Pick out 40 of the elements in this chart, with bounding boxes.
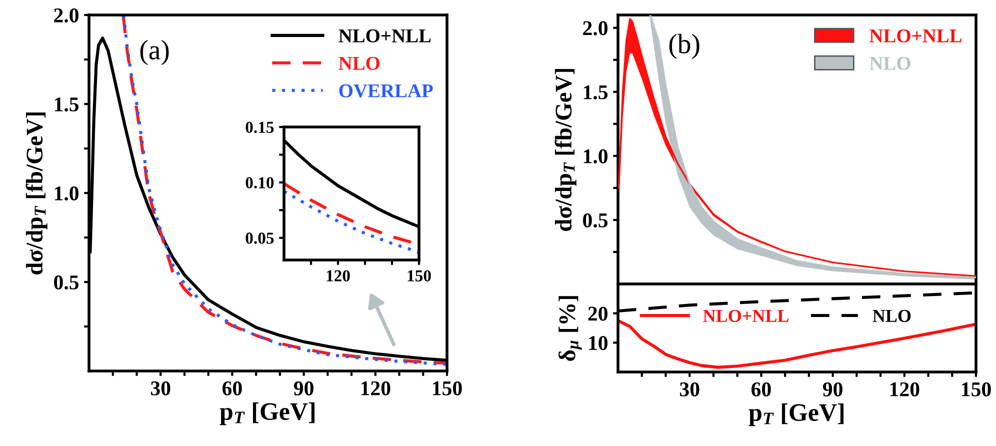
y-tick-label: 0.05 xyxy=(246,232,274,244)
y-axis-title: dσ/dp$_{T}$ [fb/GeV] xyxy=(26,112,48,274)
y-tick-label: 2.0 xyxy=(583,21,608,36)
legend-label: NLO xyxy=(870,56,910,70)
y-axis-title: dσ/dp$_{T}$ [fb/GeV] xyxy=(554,68,576,231)
x-tick-label: 120 xyxy=(361,381,390,396)
legend-label: NLO xyxy=(872,310,911,322)
legend-label: NLO+NLL xyxy=(870,29,962,42)
y-tick-label: 20 xyxy=(588,306,608,321)
y-tick-label: 2.0 xyxy=(54,8,78,23)
x-tick-label: 120 xyxy=(890,382,920,396)
y-tick-label: 1.5 xyxy=(54,97,79,112)
legend-label: NLO xyxy=(338,56,380,70)
x-axis-title: p$_{T}$ [GeV] xyxy=(748,403,844,426)
x-tick-label: 120 xyxy=(326,270,350,282)
y-tick-label: 0.5 xyxy=(583,213,608,228)
legend-label: NLO+NLL xyxy=(338,29,431,42)
x-tick-label: 150 xyxy=(962,382,991,396)
x-tick-label: 60 xyxy=(222,381,242,396)
y-tick-label: 0.15 xyxy=(246,122,274,134)
x-tick-label: 30 xyxy=(680,382,700,396)
y-tick-label: 0.5 xyxy=(54,275,79,290)
x-tick-label: 60 xyxy=(751,382,771,396)
x-tick-label: 150 xyxy=(433,381,462,396)
x-tick-label: 150 xyxy=(408,270,431,282)
annotation: (b) xyxy=(669,34,700,60)
annotation: (a) xyxy=(140,40,169,66)
y-tick-label: 10 xyxy=(589,336,608,350)
y-tick-label: 1.0 xyxy=(54,186,78,201)
legend-label: OVERLAP xyxy=(339,84,433,98)
y-axis-title: δ$_{μ}$ [%] xyxy=(558,296,582,361)
y-tick-label: 0.10 xyxy=(246,177,274,188)
y-tick-label: 1.5 xyxy=(584,85,608,100)
line-series xyxy=(284,190,419,254)
x-axis-title: p$_{T}$ [GeV] xyxy=(220,402,315,426)
legend-label: NLO+NLL xyxy=(703,310,789,322)
x-tick-label: 90 xyxy=(822,382,842,396)
y-tick-label: 1.0 xyxy=(584,149,608,164)
x-tick-label: 90 xyxy=(294,381,314,396)
x-tick-label: 30 xyxy=(150,381,170,396)
